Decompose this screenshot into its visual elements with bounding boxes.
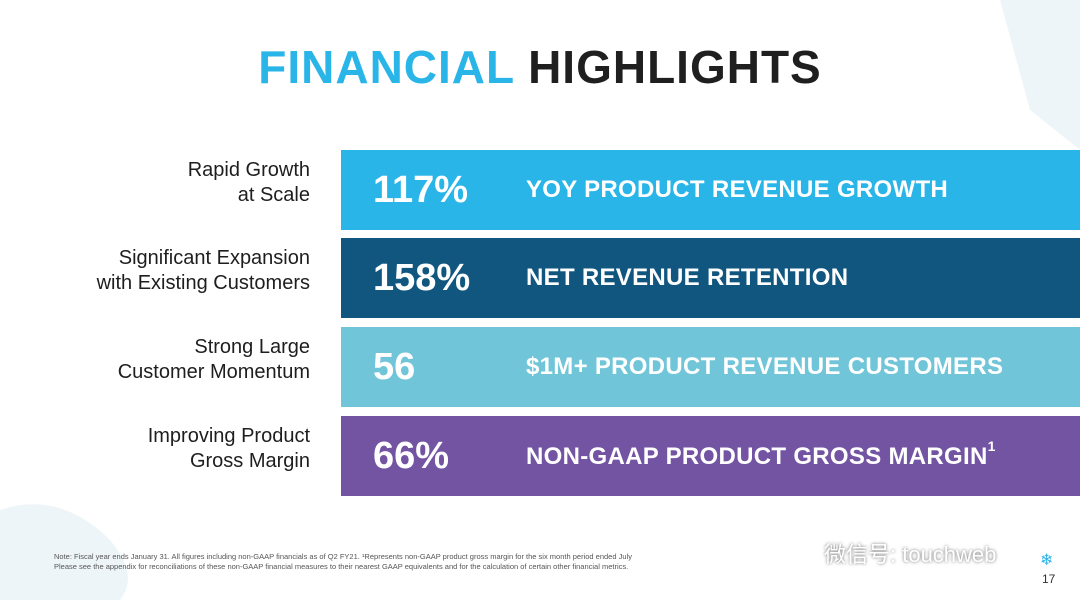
highlight-description: NET REVENUE RETENTION [526,264,849,291]
highlight-label: Improving Product Gross Margin [147,425,310,472]
highlight-metric: 158% [373,257,471,299]
footnote-marker: 1 [987,438,996,454]
watermark-text: 微信号: touchweb [824,542,997,567]
highlight-description: $1M+ PRODUCT REVENUE CUSTOMERS [526,353,1004,380]
highlight-label: Significant Expansion with Existing Cust… [96,247,310,294]
highlight-metric: 117% [373,169,469,211]
highlight-row-gross-margin: Improving Product Gross Margin 66% NON-G… [0,416,1080,496]
footnote-text: Note: Fiscal year ends January 31. All f… [54,552,632,571]
highlight-metric: 56 [373,346,416,388]
highlight-row-net-revenue-retention: Significant Expansion with Existing Cust… [0,238,1080,318]
highlight-row-revenue-growth: Rapid Growth at Scale 117% YOY PRODUCT R… [0,150,1080,230]
title-part-2: HIGHLIGHTS [528,41,822,93]
highlight-description: YOY PRODUCT REVENUE GROWTH [526,176,949,203]
title-part-1: FINANCIAL [258,41,515,93]
wechat-watermark: 微信号: touchweb [782,537,996,569]
highlight-bar: 117% YOY PRODUCT REVENUE GROWTH [341,150,1080,230]
highlight-description: NON-GAAP PRODUCT GROSS MARGIN1 [526,438,996,470]
highlight-metric: 66% [373,435,450,477]
page-number: 17 [1042,572,1056,586]
highlight-label: Rapid Growth at Scale [187,159,310,206]
wechat-icon [783,541,814,564]
highlight-bar: 158% NET REVENUE RETENTION [341,238,1080,318]
background-shape-bottom-left [0,504,128,600]
highlight-row-large-customers: Strong Large Customer Momentum 56 $1M+ P… [0,327,1080,407]
highlight-bar: 66% NON-GAAP PRODUCT GROSS MARGIN1 [341,416,1080,496]
highlight-label: Strong Large Customer Momentum [117,336,310,383]
highlight-bar: 56 $1M+ PRODUCT REVENUE CUSTOMERS [341,327,1080,407]
snowflake-logo-icon: ❄ [1040,552,1054,569]
slide-title: FINANCIAL HIGHLIGHTS [0,40,1080,94]
